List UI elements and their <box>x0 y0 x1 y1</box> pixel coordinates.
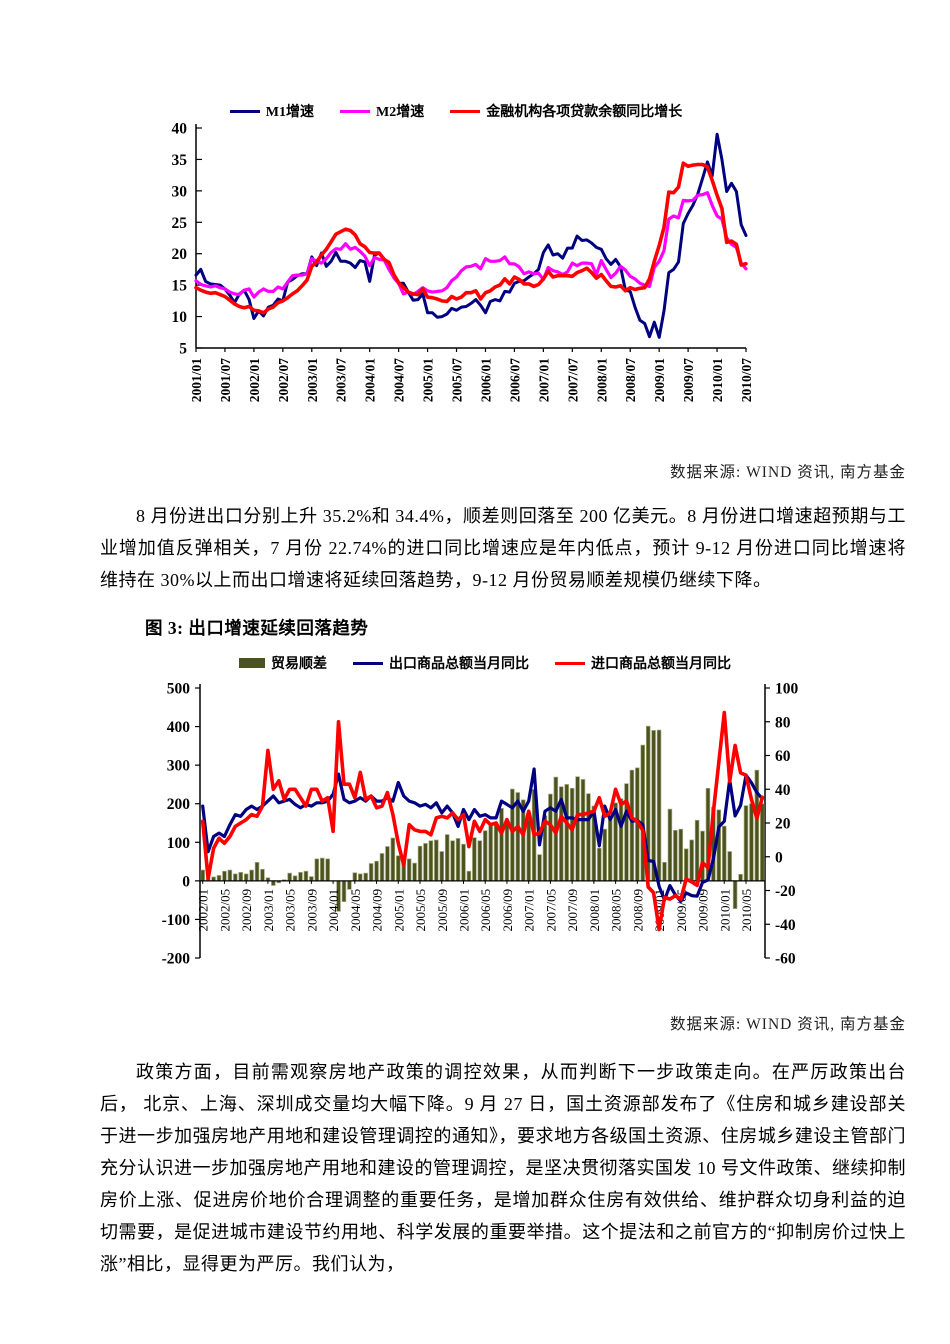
m1-line-swatch <box>229 109 260 113</box>
svg-text:40: 40 <box>172 122 188 138</box>
svg-text:30: 30 <box>172 183 188 200</box>
data-source-note-2: 数据来源: WIND 资讯, 南方基金 <box>670 1016 906 1033</box>
trade-chart-svg: -200-1000100200300400500-60-40-200204060… <box>162 681 799 968</box>
money-chart-legend: M1增速 M2增速 金融机构各项贷款余额同比增长 <box>150 100 762 122</box>
svg-text:80: 80 <box>775 714 791 731</box>
svg-text:300: 300 <box>167 758 191 775</box>
svg-text:400: 400 <box>167 719 191 736</box>
svg-text:2008/01: 2008/01 <box>594 358 609 403</box>
m1-chart-svg: 5 10 15 20 25 30 35 40 2001/01 2001/07 2002/01 2002… <box>172 121 755 403</box>
legend-item-loans: 金融机构各项贷款余额同比增长 <box>450 101 682 121</box>
svg-text:20: 20 <box>172 246 188 263</box>
imports-line-swatch <box>555 661 585 665</box>
svg-text:2001/01: 2001/01 <box>189 358 204 403</box>
svg-text:35: 35 <box>172 152 188 169</box>
svg-text:500: 500 <box>167 681 191 698</box>
legend-item-m1: M1增速 <box>229 101 314 121</box>
exports-line-swatch <box>353 661 383 665</box>
svg-text:2004/07: 2004/07 <box>392 358 407 403</box>
legend-item-imports: 进口商品总额当月同比 <box>555 653 731 673</box>
svg-text:2008/05: 2008/05 <box>609 889 624 932</box>
svg-text:2001/07: 2001/07 <box>218 358 233 403</box>
svg-text:-100: -100 <box>162 912 191 929</box>
m2-legend-label: M2增速 <box>376 105 425 120</box>
svg-text:2009/09: 2009/09 <box>696 889 711 932</box>
svg-text:2003/07: 2003/07 <box>334 358 349 403</box>
svg-text:2010/01: 2010/01 <box>717 889 732 932</box>
svg-text:-200: -200 <box>162 951 191 968</box>
legend-item-m2: M2增速 <box>340 101 424 121</box>
svg-text:15: 15 <box>172 278 188 295</box>
svg-text:2009/01: 2009/01 <box>652 358 667 403</box>
svg-text:2007/05: 2007/05 <box>543 889 558 932</box>
surplus-legend-label: 贸易顺差 <box>271 657 327 672</box>
svg-text:2002/05: 2002/05 <box>217 889 232 932</box>
svg-text:-40: -40 <box>775 917 796 934</box>
svg-text:2006/01: 2006/01 <box>478 358 493 403</box>
svg-text:2004/05: 2004/05 <box>348 889 363 932</box>
svg-text:2007/01: 2007/01 <box>522 889 537 932</box>
svg-text:2010/05: 2010/05 <box>739 889 754 932</box>
legend-item-exports: 出口商品总额当月同比 <box>353 653 529 673</box>
svg-text:0: 0 <box>775 849 783 866</box>
svg-text:5: 5 <box>179 341 187 358</box>
svg-text:2002/01: 2002/01 <box>247 358 262 403</box>
loans-legend-label: 金融机构各项贷款余额同比增长 <box>486 105 683 120</box>
svg-text:2003/01: 2003/01 <box>305 358 320 403</box>
svg-text:25: 25 <box>172 215 188 232</box>
exports-legend-label: 出口商品总额当月同比 <box>389 657 529 672</box>
svg-text:40: 40 <box>775 782 791 799</box>
svg-text:2009/07: 2009/07 <box>681 358 696 403</box>
svg-text:2003/09: 2003/09 <box>304 889 319 932</box>
svg-text:2005/01: 2005/01 <box>391 889 406 932</box>
svg-text:2005/05: 2005/05 <box>413 889 428 932</box>
svg-text:-20: -20 <box>775 883 796 900</box>
svg-text:2002/07: 2002/07 <box>276 358 291 403</box>
svg-text:2005/01: 2005/01 <box>421 358 436 403</box>
svg-text:2005/09: 2005/09 <box>435 889 450 932</box>
svg-text:2010/07: 2010/07 <box>739 358 754 403</box>
svg-text:2004/09: 2004/09 <box>370 889 385 932</box>
svg-text:200: 200 <box>167 796 191 813</box>
trade-paragraph: 8 月份进出口分别上升 35.2%和 34.4%，顺差则回落至 200 亿美元。… <box>100 506 906 590</box>
svg-text:2003/05: 2003/05 <box>283 889 298 932</box>
svg-text:2006/05: 2006/05 <box>478 889 493 932</box>
m2-line-swatch <box>340 109 370 113</box>
surplus-bar-swatch <box>239 658 265 668</box>
svg-text:2008/07: 2008/07 <box>623 358 638 403</box>
svg-text:2004/01: 2004/01 <box>363 358 378 403</box>
svg-text:2006/09: 2006/09 <box>500 889 515 932</box>
svg-text:2002/01: 2002/01 <box>196 889 211 932</box>
m1-legend-label: M1增速 <box>265 105 314 120</box>
svg-text:2002/09: 2002/09 <box>239 889 254 932</box>
svg-text:-60: -60 <box>775 951 796 968</box>
svg-text:100: 100 <box>167 835 191 852</box>
svg-text:20: 20 <box>775 816 791 833</box>
svg-text:2006/07: 2006/07 <box>507 358 522 403</box>
svg-text:60: 60 <box>775 748 791 765</box>
money-growth-chart: M1增速 M2增速 金融机构各项贷款余额同比增长 5 10 15 20 25 30 35 40… <box>150 100 762 427</box>
svg-text:2008/09: 2008/09 <box>630 889 645 932</box>
svg-text:2010/01: 2010/01 <box>710 358 725 403</box>
loans-line-swatch <box>450 109 481 113</box>
svg-text:2003/01: 2003/01 <box>261 889 276 932</box>
imports-legend-label: 进口商品总额当月同比 <box>591 657 731 672</box>
svg-text:100: 100 <box>775 681 799 698</box>
svg-text:2004/01: 2004/01 <box>326 889 341 932</box>
svg-text:2006/01: 2006/01 <box>456 889 471 932</box>
svg-text:2008/01: 2008/01 <box>587 889 602 932</box>
svg-text:10: 10 <box>172 309 188 326</box>
svg-text:2007/01: 2007/01 <box>536 358 551 403</box>
trade-chart-legend: 贸易顺差 出口商品总额当月同比 进口商品总额当月同比 <box>145 652 825 674</box>
trade-chart: 贸易顺差 出口商品总额当月同比 进口商品总额当月同比 -200 -100 0 100 2… <box>145 652 825 1009</box>
data-source-note-1: 数据来源: WIND 资讯, 南方基金 <box>670 464 906 481</box>
svg-text:2005/07: 2005/07 <box>450 358 465 403</box>
svg-text:2007/09: 2007/09 <box>565 889 580 932</box>
legend-item-surplus: 贸易顺差 <box>239 653 327 673</box>
svg-text:0: 0 <box>182 873 190 890</box>
svg-text:2007/07: 2007/07 <box>565 358 580 403</box>
figure-3-title: 图 3: 出口增速延续回落趋势 <box>145 618 369 638</box>
policy-paragraph: 政策方面，目前需观察房地产政策的调控效果，从而判断下一步政策走向。在严厉政策出台… <box>100 1062 906 1274</box>
